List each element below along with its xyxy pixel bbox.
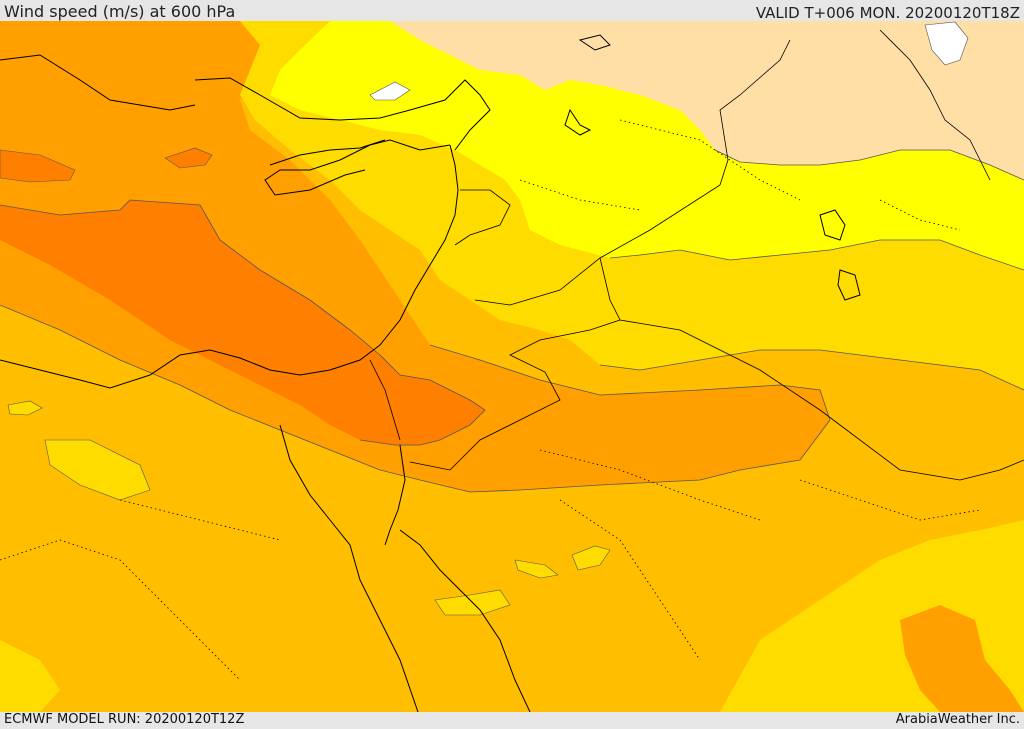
coastlines [0, 34, 861, 712]
model-run: ECMWF MODEL RUN: 20200120T12Z [4, 712, 245, 727]
calm-area [369, 81, 411, 101]
band-deep-orange-patch [164, 147, 213, 169]
header-bar: Wind speed (m/s) at 600 hPa VALID T+006 … [0, 0, 1024, 22]
footer-bar: ECMWF MODEL RUN: 20200120T12Z ArabiaWeat… [0, 712, 1024, 729]
band-peach [390, 21, 1024, 180]
admin-borders [0, 119, 981, 681]
credit: ArabiaWeather Inc. [895, 712, 1020, 727]
band-gold-patch [571, 545, 611, 571]
valid-time: VALID T+006 MON. 20200120T18Z [755, 4, 1020, 22]
contour-lines [0, 149, 1024, 493]
band-gold-patch [7, 400, 43, 416]
band-orange-north [0, 21, 830, 492]
band-deep-orange-patch [100, 28, 200, 60]
calm-area [924, 21, 969, 66]
map-title: Wind speed (m/s) at 600 hPa [4, 2, 236, 21]
wind-speed-map [0, 21, 1024, 712]
band-gold-patch [0, 640, 60, 712]
band-gold-patch [514, 559, 559, 579]
map-canvas [0, 21, 1024, 712]
band-deep-orange-patch [0, 149, 76, 183]
band-orange-patch [900, 605, 1024, 712]
band-gold-patch [44, 439, 151, 501]
band-deep-orange [0, 200, 485, 445]
country-borders [369, 29, 1024, 481]
